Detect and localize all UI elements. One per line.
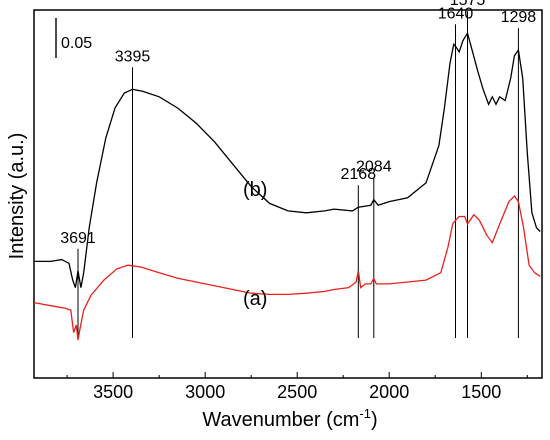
plot-area [33,9,543,379]
x-tick-label-1500: 1500 [461,382,501,402]
series-line-a [33,194,541,341]
series-line-b [34,31,541,288]
y-axis-title: Intensity (a.u.) [6,133,28,260]
peak-label-3395: 3395 [115,48,151,65]
x-axis-title: Wavenumber (cm-1) [202,406,377,431]
peak-label-1298: 1298 [501,9,537,26]
series-label-b: (b) [243,179,267,201]
x-axis-title-main: Wavenumber (cm [202,409,359,431]
x-axis-title-close: ) [371,409,378,431]
peak-label-2168: 2168 [341,166,377,183]
x-tick-label-2000: 2000 [369,382,409,402]
peak-label-1640: 1640 [438,5,474,22]
reference-lines [77,11,519,338]
series-label-a: (a) [243,288,267,310]
peak-label-1575: 1575 [450,0,486,9]
x-axis-title-sup: -1 [359,406,371,421]
scale-bar-label: 0.05 [61,35,92,52]
x-tick-label-3500: 3500 [93,382,133,402]
x-axis-ticks: 3500 3000 2500 2000 1500 [66,372,528,402]
series-layer [33,31,541,341]
x-tick-label-3000: 3000 [185,382,225,402]
plot-frame [33,9,543,379]
x-tick-label-2500: 2500 [277,382,317,402]
peak-label-3691: 3691 [60,230,96,247]
peak-label-2084: 2084 [356,159,392,176]
scale-bar: 0.05 [55,18,92,58]
